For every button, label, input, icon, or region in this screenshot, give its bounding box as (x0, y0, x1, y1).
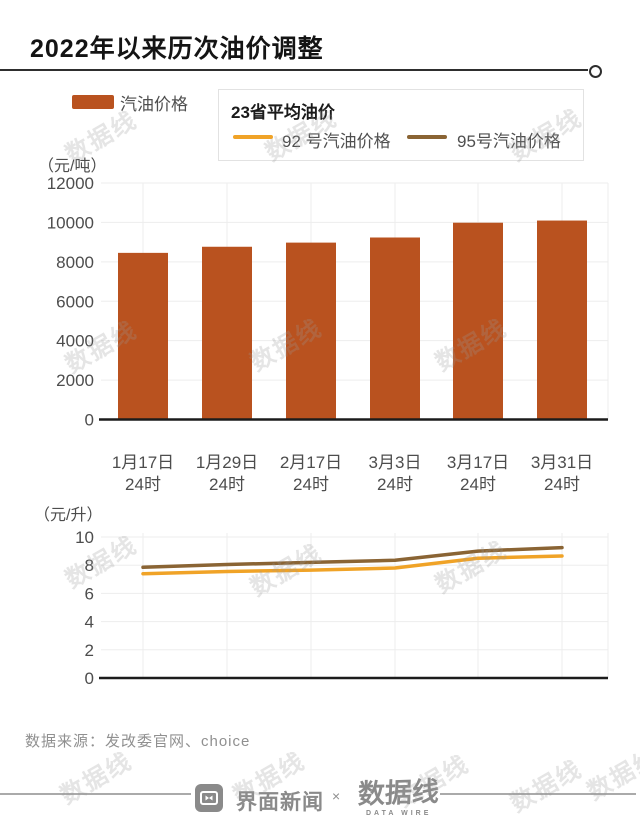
collab-x-mark: × (332, 788, 341, 804)
bar-legend-swatch (72, 95, 114, 109)
bar-chart: 0 2000 4000 6000 8000 10000 12000 1月17日 24时 1月29日… (47, 174, 609, 494)
svg-text:3月3日: 3月3日 (369, 453, 422, 472)
svg-text:4000: 4000 (56, 332, 94, 351)
title-underline (0, 69, 588, 71)
jiemian-news-icon (195, 784, 223, 812)
svg-text:3月17日: 3月17日 (447, 453, 509, 472)
svg-text:2: 2 (85, 641, 94, 660)
svg-text:24时: 24时 (460, 475, 496, 494)
svg-text:2月17日: 2月17日 (280, 453, 342, 472)
svg-text:0: 0 (85, 669, 94, 688)
svg-text:6: 6 (85, 584, 94, 603)
line-legend-box (218, 89, 584, 161)
datawire-logo-subtitle: DATA WIRE (366, 810, 432, 817)
datawire-watermark: 数据线 (505, 755, 588, 818)
svg-text:24时: 24时 (209, 475, 245, 494)
line-chart: 0 2 4 6 8 10 (75, 528, 609, 688)
svg-text:24时: 24时 (293, 475, 329, 494)
footer-divider-left (0, 793, 191, 795)
title-underline-end-circle (589, 65, 602, 78)
data-source-note: 数据来源：发改委官网、choice (25, 733, 251, 750)
svg-text:8000: 8000 (56, 253, 94, 272)
datawire-watermark: 数据线 (582, 743, 640, 806)
svg-text:24时: 24时 (125, 475, 161, 494)
svg-text:0: 0 (85, 411, 94, 430)
bar-legend-label: 汽油价格 (120, 95, 188, 114)
svg-text:8: 8 (85, 556, 94, 575)
svg-text:10: 10 (75, 528, 94, 547)
svg-text:2000: 2000 (56, 371, 94, 390)
line95-legend-swatch (407, 135, 447, 139)
page-title: 2022年以来历次油价调整 (30, 35, 324, 63)
svg-text:1月17日: 1月17日 (112, 453, 174, 472)
svg-text:10000: 10000 (47, 213, 94, 232)
svg-text:3月31日: 3月31日 (531, 453, 593, 472)
svg-text:24时: 24时 (544, 475, 580, 494)
svg-text:24时: 24时 (377, 475, 413, 494)
svg-text:12000: 12000 (47, 174, 94, 193)
footer-divider-right (440, 793, 636, 795)
jiemian-news-logo-text: 界面新闻 (236, 791, 324, 814)
line-chart-unit-label: （元/升） (34, 507, 103, 524)
line95-legend-label: 95号汽油价格 (457, 132, 561, 151)
line92-legend-swatch (233, 135, 273, 139)
line-legend-title: 23省平均油价 (231, 103, 335, 122)
svg-text:6000: 6000 (56, 292, 94, 311)
svg-text:1月29日: 1月29日 (196, 453, 258, 472)
datawire-watermark: 数据线 (55, 747, 138, 810)
line92-legend-label: 92 号汽油价格 (282, 132, 391, 151)
svg-text:4: 4 (85, 613, 94, 632)
bar-chart-unit-label: （元/吨） (38, 158, 107, 175)
